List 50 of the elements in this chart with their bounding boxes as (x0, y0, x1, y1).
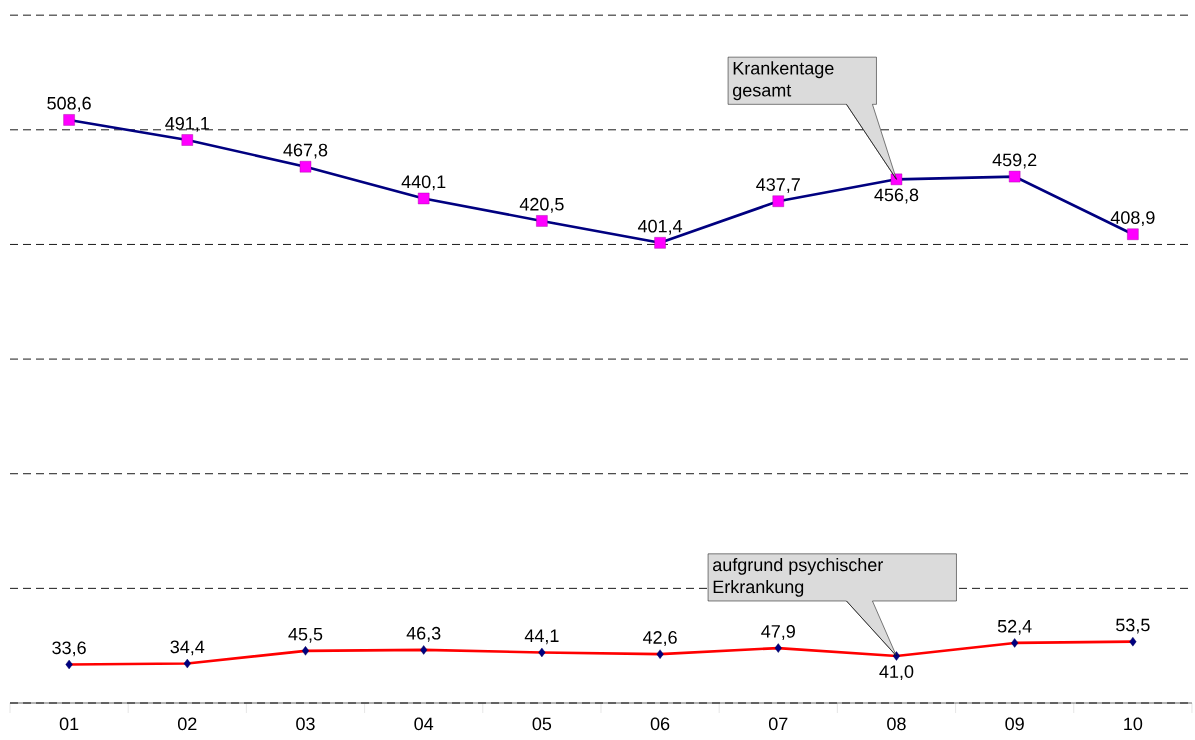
point (1127, 228, 1139, 240)
point (299, 161, 312, 173)
point (538, 647, 546, 658)
annotation: aufgrund psychischer Erkrankung (713, 558, 884, 597)
point (63, 114, 75, 126)
point (65, 659, 73, 670)
point (772, 195, 784, 207)
annotation: Krankentage gesamt (733, 61, 834, 101)
x-tick-label: 07 (768, 717, 788, 731)
x-tick-label: 06 (650, 717, 670, 731)
x-tick-label: 01 (59, 717, 79, 731)
point (654, 237, 666, 249)
point (420, 645, 428, 655)
data-label: 440,1 (401, 175, 446, 191)
data-label: 508,6 (47, 96, 91, 112)
point (183, 658, 191, 669)
data-label: 41,0 (879, 665, 914, 681)
point (774, 643, 782, 653)
data-label: 408,9 (1110, 211, 1155, 227)
data-label: 46,3 (406, 626, 441, 642)
data-label: 459,2 (992, 153, 1037, 169)
data-label: 420,5 (519, 197, 564, 213)
point (536, 215, 548, 227)
data-label: 456,8 (874, 188, 919, 204)
x-tick-label: 10 (1124, 717, 1143, 731)
x-tick-label: 08 (887, 717, 906, 731)
x-tick-label: 03 (296, 717, 315, 731)
data-label: 491,1 (165, 116, 209, 132)
x-tick-label: 09 (1005, 717, 1024, 731)
data-label: 437,7 (756, 178, 800, 194)
data-label: 34,4 (170, 640, 205, 656)
x-tick-label: 04 (414, 717, 434, 731)
data-label: 401,4 (637, 219, 683, 235)
data-label: 52,4 (997, 619, 1032, 635)
point (1011, 638, 1019, 648)
data-label: 45,5 (288, 627, 323, 643)
data-label: 33,6 (52, 641, 86, 657)
data-label: 467,8 (283, 143, 328, 159)
point (181, 134, 193, 146)
point (417, 192, 430, 205)
x-tick-label: 05 (532, 717, 552, 731)
point (1129, 636, 1137, 647)
point (656, 649, 664, 659)
point (1008, 170, 1021, 183)
data-label: 53,5 (1116, 618, 1150, 634)
x-tick-label: 02 (177, 717, 197, 731)
data-label: 47,9 (761, 625, 795, 640)
data-label: 44,1 (524, 629, 559, 645)
point (301, 646, 310, 656)
data-label: 42,6 (642, 631, 677, 646)
